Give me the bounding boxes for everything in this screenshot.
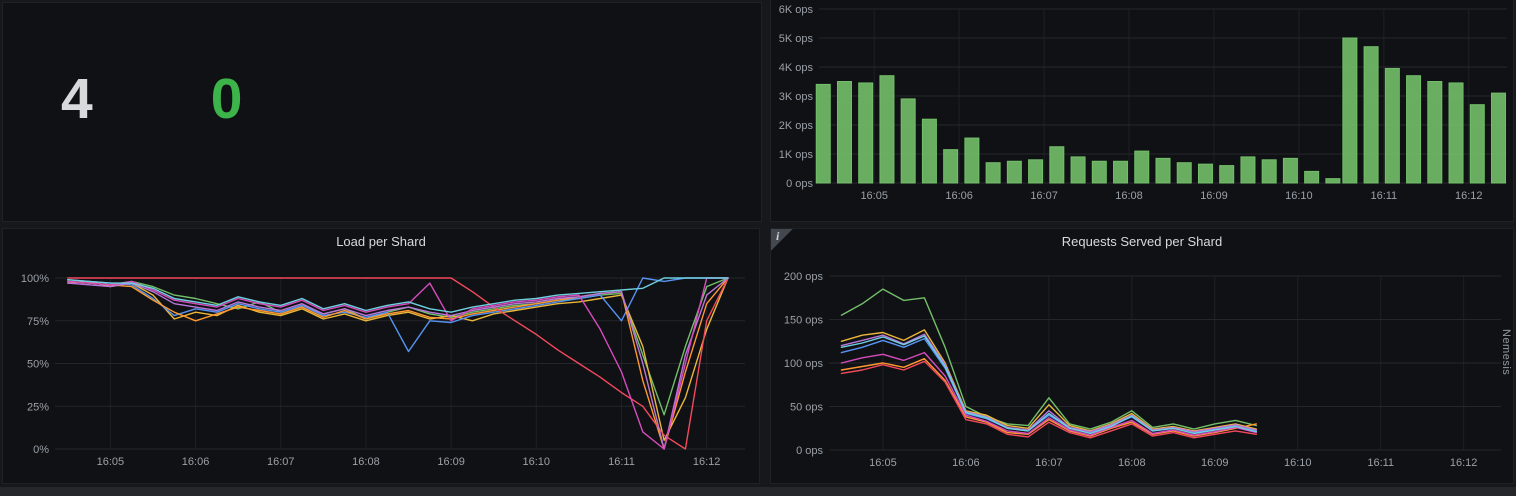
- svg-text:4K ops: 4K ops: [779, 62, 814, 74]
- panel-load-per-shard: Load per Shard 16:05 16:06 16:07 16:08 16:09…: [2, 228, 760, 484]
- panel-title-requests[interactable]: Requests Served per Shard: [1061, 234, 1223, 249]
- svg-text:16:08: 16:08: [1118, 457, 1146, 469]
- svg-text:16:12: 16:12: [693, 456, 721, 468]
- stats-row: 4 0: [3, 3, 761, 128]
- svg-text:16:05: 16:05: [869, 457, 897, 469]
- svg-text:16:11: 16:11: [1367, 457, 1394, 469]
- stat-value-primary: 4: [61, 67, 93, 131]
- svg-text:16:12: 16:12: [1455, 190, 1483, 202]
- svg-text:50%: 50%: [27, 359, 49, 371]
- svg-text:16:07: 16:07: [267, 456, 295, 468]
- panel-requests-per-shard: i Requests Served per Shard 16:05 16:06 16…: [770, 228, 1514, 484]
- panel-stats: 4 0: [2, 2, 762, 222]
- svg-text:16:05: 16:05: [860, 190, 888, 202]
- svg-text:16:05: 16:05: [97, 456, 125, 468]
- svg-text:16:11: 16:11: [1370, 190, 1397, 202]
- svg-text:16:11: 16:11: [608, 456, 635, 468]
- svg-text:16:10: 16:10: [523, 456, 551, 468]
- panel-info-corner[interactable]: i: [771, 229, 793, 251]
- svg-text:50 ops: 50 ops: [790, 402, 824, 414]
- stat-value-secondary: 0: [210, 67, 243, 131]
- panel-ops-chart: 16:05 16:06 16:07 16:08 16:09 16:10 16:11 16:12…: [770, 0, 1514, 222]
- svg-text:150 ops: 150 ops: [784, 315, 824, 327]
- svg-text:3K ops: 3K ops: [779, 91, 814, 103]
- svg-text:16:09: 16:09: [1201, 457, 1229, 469]
- svg-text:16:07: 16:07: [1030, 190, 1058, 202]
- svg-text:0 ops: 0 ops: [786, 178, 813, 190]
- svg-text:75%: 75%: [27, 316, 49, 328]
- svg-text:25%: 25%: [27, 401, 49, 413]
- svg-text:16:09: 16:09: [437, 456, 465, 468]
- svg-text:0%: 0%: [33, 444, 49, 456]
- requests-line-chart[interactable]: 16:05 16:06 16:07 16:08 16:09 16:10 16:11 16:12…: [771, 253, 1513, 483]
- svg-text:16:10: 16:10: [1285, 190, 1313, 202]
- svg-text:16:06: 16:06: [945, 190, 973, 202]
- svg-text:0 ops: 0 ops: [796, 445, 823, 457]
- svg-text:16:06: 16:06: [952, 457, 980, 469]
- svg-text:5K ops: 5K ops: [779, 33, 814, 45]
- panel-title-load[interactable]: Load per Shard: [336, 234, 426, 249]
- dashboard-bottom-edge: [0, 487, 1516, 496]
- ops-bar-chart[interactable]: 16:05 16:06 16:07 16:08 16:09 16:10 16:11 16:12…: [771, 0, 1513, 220]
- svg-text:100 ops: 100 ops: [784, 358, 824, 370]
- svg-text:16:12: 16:12: [1450, 457, 1478, 469]
- svg-text:16:09: 16:09: [1200, 190, 1228, 202]
- info-icon: i: [776, 229, 780, 243]
- svg-text:16:06: 16:06: [182, 456, 210, 468]
- svg-text:16:10: 16:10: [1284, 457, 1312, 469]
- svg-text:16:08: 16:08: [1115, 190, 1143, 202]
- svg-text:1K ops: 1K ops: [779, 149, 814, 161]
- annotation-label-nemesis: Nemesis: [1500, 329, 1512, 376]
- load-line-chart[interactable]: 16:05 16:06 16:07 16:08 16:09 16:10 16:11 16:12…: [3, 253, 759, 483]
- svg-text:16:07: 16:07: [1035, 457, 1063, 469]
- svg-text:200 ops: 200 ops: [784, 271, 824, 283]
- svg-text:100%: 100%: [21, 273, 49, 285]
- svg-text:2K ops: 2K ops: [779, 120, 814, 132]
- svg-text:16:08: 16:08: [352, 456, 380, 468]
- svg-text:6K ops: 6K ops: [779, 4, 814, 16]
